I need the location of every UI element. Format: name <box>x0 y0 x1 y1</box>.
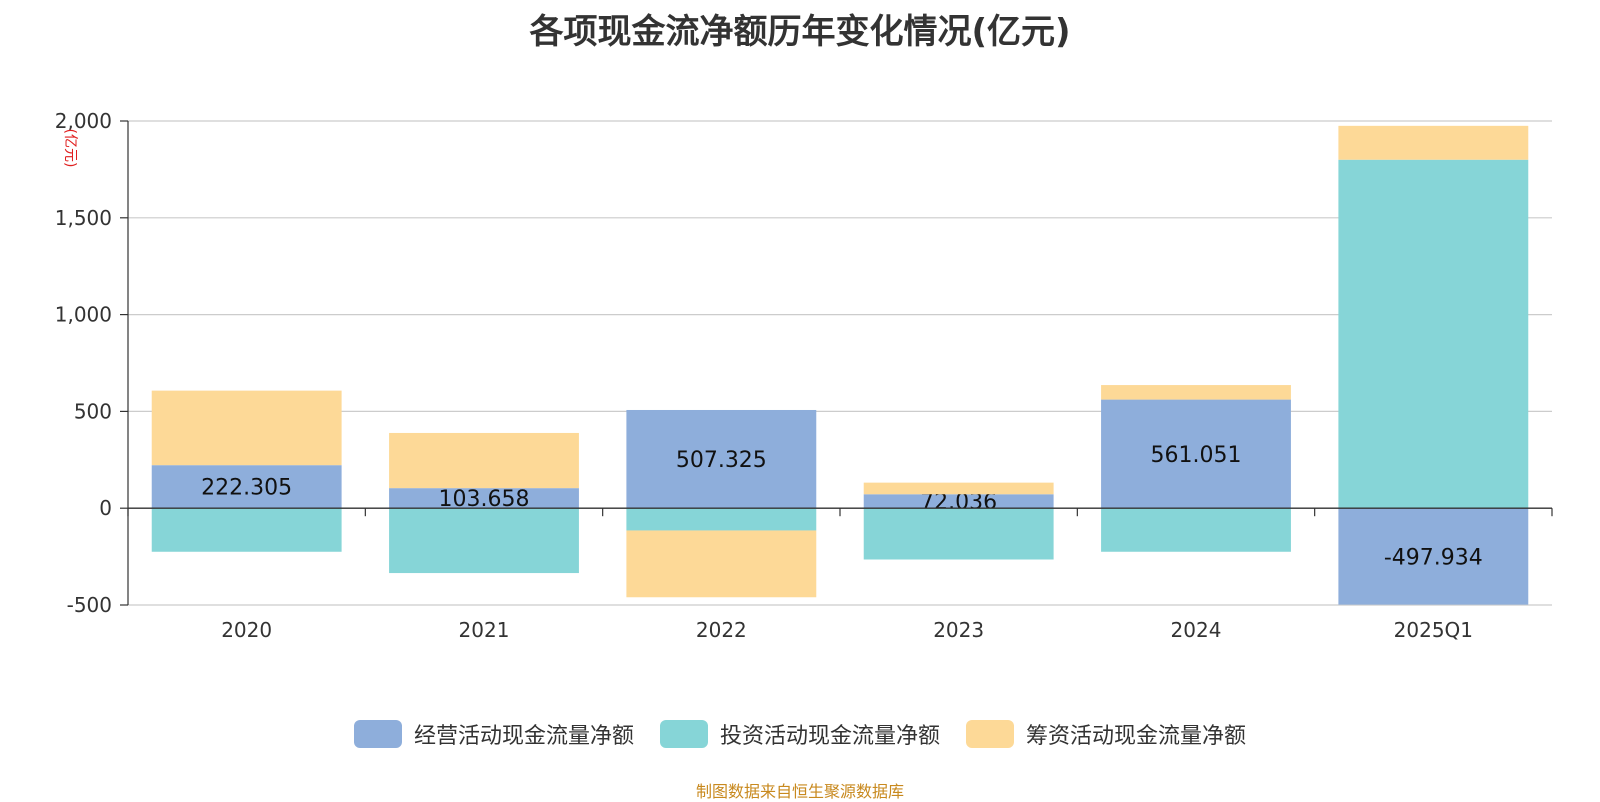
x-tick-label: 2023 <box>933 618 984 642</box>
bar-segment <box>863 508 1054 560</box>
data-label: 507.325 <box>676 448 767 473</box>
legend-label: 投资活动现金流量净额 <box>719 724 940 749</box>
data-label: 561.051 <box>1151 443 1242 468</box>
bar-segment <box>1101 508 1291 552</box>
bar-segment <box>1338 159 1529 509</box>
legend-label: 筹资活动现金流量净额 <box>1026 724 1247 749</box>
legend-swatch <box>966 720 1014 748</box>
data-label: -497.934 <box>1384 545 1483 570</box>
legend-item[interactable]: 经营活动现金流量净额 <box>353 718 634 750</box>
y-unit-label: (亿元) <box>62 129 78 168</box>
chart-title: 各项现金流净额历年变化情况(亿元) <box>529 12 1071 52</box>
bar-segment <box>863 482 1054 495</box>
x-tick-label: 2024 <box>1171 618 1222 642</box>
y-tick-label: 2,000 <box>55 109 112 133</box>
bar-segment <box>626 530 817 598</box>
x-tick-label: 2020 <box>221 618 272 642</box>
x-tick-label: 2022 <box>696 618 747 642</box>
bar-segment <box>389 488 579 509</box>
x-tick-label: 2021 <box>459 618 510 642</box>
legend-swatch <box>659 720 708 748</box>
y-tick-label: 1,500 <box>55 206 112 230</box>
y-tick-label: 1,000 <box>55 303 112 327</box>
y-tick-label: 500 <box>74 399 112 423</box>
data-label: 222.305 <box>201 476 292 501</box>
legend-item[interactable]: 筹资活动现金流量净额 <box>966 718 1246 750</box>
legend: 经营活动现金流量净额 投资活动现金流量净额 筹资活动现金流量净额 <box>0 718 1600 750</box>
bar-segment <box>1338 125 1529 160</box>
x-tick-label: 2025Q1 <box>1394 618 1473 642</box>
bar-segment <box>151 390 342 466</box>
legend-label: 经营活动现金流量净额 <box>413 724 634 749</box>
bar-segment <box>626 409 817 509</box>
bar-segment <box>863 494 1054 509</box>
legend-swatch <box>353 720 402 748</box>
plot-area: -50005001,0001,5002,000(亿元)222.305202010… <box>55 109 1553 642</box>
bar-segment <box>1101 399 1291 509</box>
bar-segment <box>1338 508 1529 605</box>
legend-item[interactable]: 投资活动现金流量净额 <box>659 718 940 750</box>
bar-segment <box>1101 385 1291 400</box>
y-tick-label: 0 <box>99 496 112 520</box>
bar-segment <box>151 465 342 509</box>
bar-segment <box>151 508 342 552</box>
source-note: 制图数据来自恒生聚源数据库 <box>695 782 904 801</box>
bar-segment <box>389 432 579 489</box>
bar-segment <box>389 508 579 574</box>
y-tick-label: -500 <box>67 593 112 617</box>
bar-segment <box>626 508 817 531</box>
